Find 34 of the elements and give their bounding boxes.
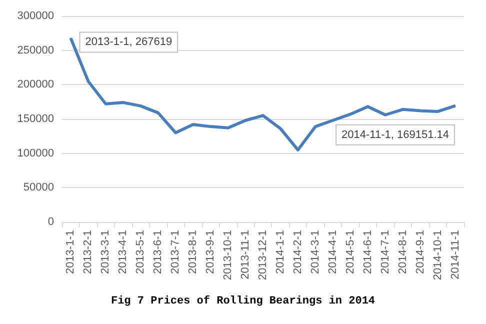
annotation: 2014-11-1, 169151.14 — [342, 128, 449, 141]
x-tick-label: 2014-9-1 — [414, 230, 426, 274]
y-tick-label: 50000 — [23, 182, 54, 194]
y-tick-label: 150000 — [17, 113, 54, 125]
x-tick-label: 2013-8-1 — [187, 230, 200, 274]
y-tick-label: 300000 — [17, 10, 54, 22]
x-tick-label: 2013-12-1 — [257, 230, 269, 280]
text: Fig 7 Prices of Rolling Bearings in 2014 — [110, 294, 376, 308]
x-tick-label: 2013-9-1 — [204, 230, 217, 274]
x-tick-label: 2014-1-1 — [274, 230, 286, 274]
x-tick-label: 2013-2-1 — [82, 230, 94, 274]
x-tick-label: 2013-3-1 — [100, 230, 112, 274]
y-tick-label: 100000 — [17, 147, 54, 160]
x-tick-label: 2014-10-1 — [432, 230, 444, 280]
x-tick-label: 2014-2-1 — [292, 230, 304, 274]
x-tick-label: 2014-3-1 — [309, 230, 322, 274]
x-tick-label: 2014-7-1 — [379, 230, 392, 274]
line-series — [69, 36, 457, 152]
x-tick-label: 2013-11-1 — [240, 230, 252, 280]
x-tick-label: 2014-4-1 — [326, 230, 339, 274]
annotation: 2013-1-1, 267619 — [85, 36, 172, 48]
y-tick-label: 250000 — [17, 44, 54, 56]
x-tick-label: 2013-10-1 — [222, 230, 234, 280]
x-tick-label: 2013-7-1 — [170, 230, 182, 274]
x-tick-label: 2014-11-1 — [449, 230, 462, 280]
x-tick-label: 2013-1-1 — [64, 230, 77, 274]
x-tick-label: 2013-5-1 — [134, 230, 147, 274]
x-tick-label: 2014-8-1 — [396, 230, 409, 274]
x-tick-label: 2013-6-1 — [152, 230, 164, 274]
x-tick-label: 2013-4-1 — [117, 230, 130, 274]
x-tick-label: 2014-5-1 — [344, 230, 356, 274]
y-tick-label: 200000 — [17, 78, 54, 91]
x-tick-label: 2014-6-1 — [362, 230, 374, 274]
y-tick-label: 0 — [48, 216, 54, 228]
